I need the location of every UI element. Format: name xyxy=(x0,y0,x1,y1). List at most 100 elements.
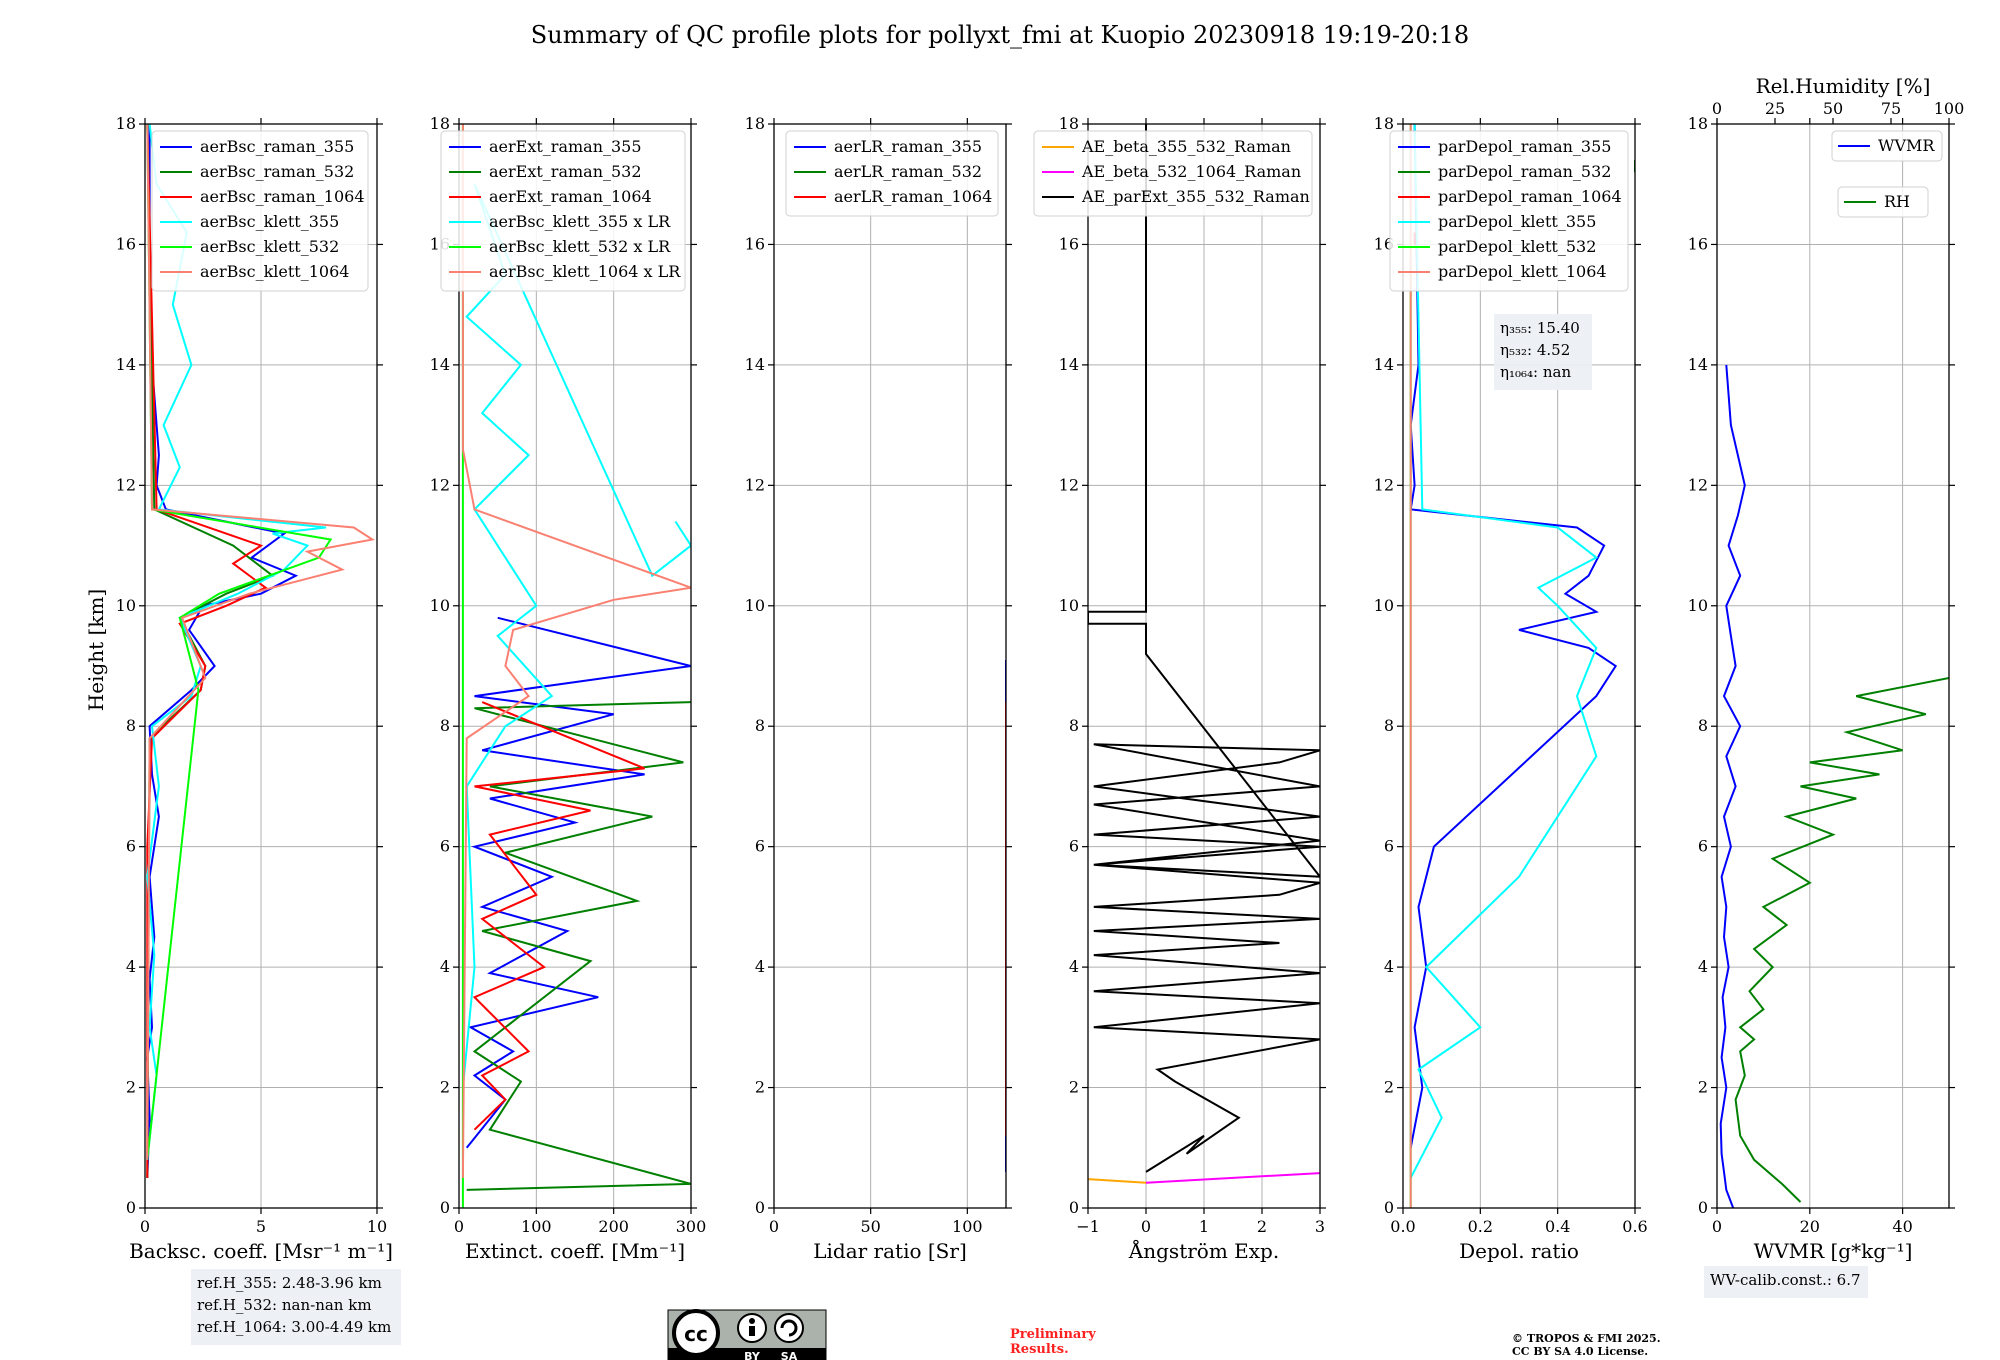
plot-frame xyxy=(458,123,692,1209)
legend-entry: aerBsc_klett_1064 x LR xyxy=(489,262,681,281)
annotation: η₃₅₅: 15.40 η₅₃₂: 4.52 η₁₀₆₄: nan xyxy=(1494,314,1592,390)
y-tick-label: 2 xyxy=(1698,1078,1708,1097)
y-tick-label: 2 xyxy=(1384,1078,1394,1097)
svg-text:cc: cc xyxy=(684,1322,708,1346)
series-line-parDepol_raman_355 xyxy=(1409,124,1618,1148)
x-tick-label: 0 xyxy=(1712,1217,1722,1236)
legend: WVMR RH xyxy=(1831,130,1943,218)
legend-box xyxy=(1831,130,1943,162)
legend-box xyxy=(1389,130,1629,292)
legend-entry: aerLR_raman_355 xyxy=(834,137,982,156)
series-line-aerBsc_klett_532 xyxy=(146,124,333,1160)
series-line-aerBsc_raman_355 xyxy=(146,124,299,1178)
series-line-aerBsc_klett_1064 xyxy=(146,124,376,1160)
plot-frame xyxy=(1716,123,1950,1209)
y-tick-label: 4 xyxy=(126,957,136,976)
plot-frame xyxy=(1402,123,1636,1209)
x-axis-label: Depol. ratio xyxy=(1459,1239,1579,1263)
y-tick-label: 16 xyxy=(1059,234,1079,253)
legend-entry: aerExt_raman_355 xyxy=(489,137,642,156)
annotation-line: η₃₅₅: 15.40 xyxy=(1500,319,1580,337)
legend-entry: aerBsc_raman_1064 xyxy=(200,187,365,206)
series-line-aerBsc_raman_1064 xyxy=(146,124,268,1178)
x-tick-label: 200 xyxy=(598,1217,629,1236)
series-group xyxy=(1409,124,1635,1208)
annotation: ref.H_355: 2.48-3.96 km ref.H_532: nan-na… xyxy=(191,1269,401,1345)
legend: aerExt_raman_355 aerExt_raman_532 aerExt_r… xyxy=(440,130,686,292)
series-line-WVMR xyxy=(1719,364,1746,1208)
y-tick-label: 18 xyxy=(1374,114,1394,133)
y-tick-label: 14 xyxy=(1688,355,1708,374)
y-tick-label: 6 xyxy=(126,837,136,856)
x-tick-label: 50 xyxy=(860,1217,880,1236)
y-tick-label: 14 xyxy=(745,355,765,374)
x-tick-label: 2 xyxy=(1257,1217,1267,1236)
preliminary-line-1: Preliminary xyxy=(1010,1327,1096,1342)
legend-entry: aerLR_raman_1064 xyxy=(834,187,992,206)
y-tick-label: 16 xyxy=(1688,234,1708,253)
license-by: BY xyxy=(744,1350,761,1360)
x-tick-label: 0 xyxy=(454,1217,464,1236)
x-axis-label: Ångström Exp. xyxy=(1128,1238,1279,1263)
legend-entry: aerBsc_raman_532 xyxy=(200,162,354,181)
x-tick-label: 5 xyxy=(256,1217,266,1236)
legend-entry: aerBsc_klett_532 xyxy=(200,237,339,256)
legend-entry: parDepol_raman_532 xyxy=(1438,162,1611,181)
legend-entry: aerBsc_raman_355 xyxy=(200,137,354,156)
y-tick-label: 10 xyxy=(1059,596,1079,615)
y-tick-label: 10 xyxy=(1374,596,1394,615)
x-tick-label: 0.6 xyxy=(1622,1217,1647,1236)
y-tick-label: 10 xyxy=(745,596,765,615)
top-x-tick-label: 100 xyxy=(1934,99,1965,118)
annotation-line: η₁₀₆₄: nan xyxy=(1500,363,1571,381)
series-line-aerExt_raman_355 xyxy=(465,616,691,1149)
legend-entry: aerBsc_klett_1064 xyxy=(200,262,349,281)
y-tick-label: 4 xyxy=(755,957,765,976)
legend-entry: parDepol_klett_1064 xyxy=(1438,262,1607,281)
y-tick-label: 6 xyxy=(440,837,450,856)
y-tick-label: 8 xyxy=(440,716,450,735)
series-group xyxy=(1088,124,1320,1184)
legend: aerLR_raman_355 aerLR_raman_532 aerLR_rama… xyxy=(785,130,999,217)
y-tick-label: 0 xyxy=(1069,1198,1079,1217)
y-tick-label: 0 xyxy=(126,1198,136,1217)
y-tick-label: 8 xyxy=(1698,716,1708,735)
plot-frame xyxy=(773,123,1007,1209)
annotation-box xyxy=(1704,1266,1868,1298)
series-line-AE_parExt_355_532_Raman xyxy=(1088,124,1320,1173)
legend-entry: parDepol_klett_532 xyxy=(1438,237,1596,256)
x-tick-label: 20 xyxy=(1800,1217,1820,1236)
y-tick-label: 8 xyxy=(1069,716,1079,735)
legend: AE_beta_355_532_Raman AE_beta_532_1064_Ra… xyxy=(1033,130,1313,217)
legend-entry: RH xyxy=(1884,192,1910,211)
legend-entry: WVMR xyxy=(1878,136,1935,155)
y-tick-label: 18 xyxy=(1059,114,1079,133)
legend-entry: aerBsc_klett_355 x LR xyxy=(489,212,671,231)
x-tick-label: 10 xyxy=(367,1217,387,1236)
series-line-aerBsc_klett_355 x LR xyxy=(461,183,691,1088)
legend-entry: AE_parExt_355_532_Raman xyxy=(1081,187,1310,206)
top-x-tick-label: 75 xyxy=(1881,99,1901,118)
series-line-AE_beta_532_1064_Raman xyxy=(1145,1172,1320,1184)
legend-box xyxy=(1837,186,1929,218)
y-tick-label: 10 xyxy=(430,596,450,615)
y-tick-label: 8 xyxy=(126,716,136,735)
x-tick-label: 0 xyxy=(1141,1217,1151,1236)
y-tick-label: 2 xyxy=(755,1078,765,1097)
y-tick-label: 12 xyxy=(745,475,765,494)
x-tick-label: 40 xyxy=(1892,1217,1912,1236)
x-tick-label: 0.0 xyxy=(1390,1217,1415,1236)
series-line-parDepol_klett_355 xyxy=(1409,124,1599,1179)
x-axis-label: Lidar ratio [Sr] xyxy=(813,1239,967,1263)
y-tick-label: 6 xyxy=(1384,837,1394,856)
annotation-line: ref.H_1064: 3.00-4.49 km xyxy=(197,1318,391,1336)
y-axis-label: Height [km] xyxy=(84,589,108,711)
series-line-aerBsc_klett_1064 x LR xyxy=(461,124,691,1178)
legend-entry: parDepol_raman_1064 xyxy=(1438,187,1622,206)
top-x-tick-label: 0 xyxy=(1712,99,1722,118)
legend: parDepol_raman_355 parDepol_raman_532 parD… xyxy=(1389,130,1629,292)
y-tick-label: 4 xyxy=(1698,957,1708,976)
